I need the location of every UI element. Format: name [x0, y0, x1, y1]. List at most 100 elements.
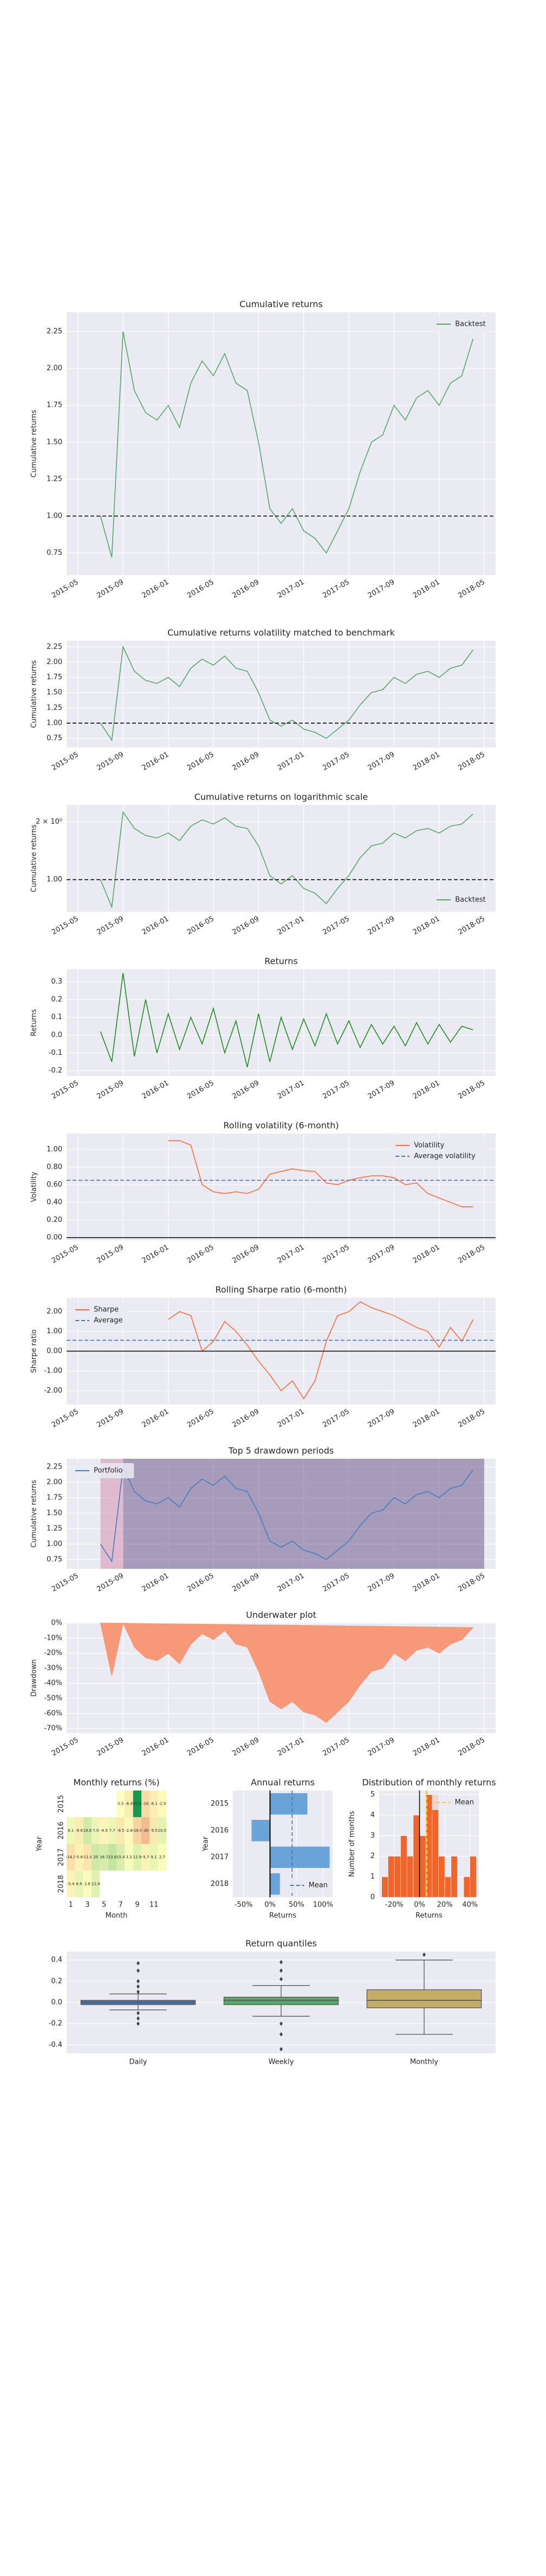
y-tick-label: 0.00	[47, 1347, 62, 1355]
y-tick-label: 0.3	[51, 977, 62, 986]
box	[366, 1989, 482, 2008]
x-tick-label: 2017-01	[276, 751, 306, 772]
y-tick-label: 0.2	[51, 1977, 62, 1985]
x-tick-label: 2016-09	[231, 915, 261, 937]
heatmap-cell	[108, 1817, 116, 1844]
y-tick-label: 1.50	[47, 438, 62, 446]
x-tick-label: 2017-09	[367, 1736, 396, 1758]
heatmap-cell	[150, 1791, 158, 1818]
histogram-bar	[394, 1856, 401, 1898]
x-tick-label: 2015-05	[50, 578, 80, 600]
histogram-bar	[419, 1836, 426, 1898]
legend-frame	[71, 1463, 134, 1478]
heatmap-cell	[133, 1817, 141, 1844]
histogram-bar	[470, 1856, 477, 1898]
y-tick-label: 0.20	[47, 1216, 62, 1224]
y-tick-label: -0.4	[49, 2041, 62, 2049]
line	[100, 1465, 473, 1563]
cell-label: -16	[142, 1802, 149, 1806]
legend-label: Backtest	[455, 896, 486, 904]
y-tick-label: 0.0	[51, 1999, 62, 2007]
x-tick-label: 2018-01	[412, 915, 441, 937]
heatmap-cell	[158, 1844, 166, 1871]
x-tick-label: 2016-09	[231, 1244, 261, 1265]
x-tick-label: 2015-09	[95, 915, 125, 937]
histogram-bar	[413, 1815, 420, 1898]
plot-background	[67, 312, 496, 575]
x-tick-label: 2015-09	[95, 1079, 125, 1101]
y-tick-label: -0.2	[49, 2020, 62, 2028]
cell-label: 10.5	[158, 1828, 167, 1833]
heatmap-cell	[133, 1844, 141, 1871]
heatmap-cell	[133, 1791, 141, 1818]
x-tick-label: 2017-01	[276, 915, 306, 937]
x-tick-label: Monthly	[410, 2058, 438, 2066]
y-tick-label: -50%	[44, 1695, 62, 1703]
y-tick-label: 1.00	[47, 1540, 62, 1548]
legend-frame	[432, 317, 491, 332]
x-tick-label: 2018-05	[457, 915, 486, 937]
x-tick-label: 0%	[414, 1901, 425, 1909]
x-tick-label: 2018-01	[412, 1079, 441, 1101]
x-tick-label: 2018-01	[412, 1572, 441, 1594]
chart-title: Cumulative returns volatility matched to…	[167, 628, 395, 638]
outlier	[136, 2016, 140, 2021]
y-tick-label: 2018	[57, 1875, 66, 1893]
heatmap-cell	[116, 1791, 125, 1818]
histogram-bar	[432, 1794, 439, 1898]
chart-title: Cumulative returns	[239, 299, 323, 310]
x-tick-label: 2015-09	[95, 1736, 125, 1758]
y-axis-label: Sharpe ratio	[30, 1329, 38, 1373]
x-tick-label: 2016-01	[141, 1079, 171, 1101]
heatmap-cell	[100, 1844, 108, 1871]
y-tick-label: 4	[370, 1811, 375, 1819]
y-tick-label: 0	[370, 1894, 375, 1902]
x-tick-label: 2018-05	[457, 1572, 486, 1594]
heatmap-cell	[75, 1844, 83, 1871]
cell-label: -5.4	[67, 1882, 75, 1886]
x-tick-label: -20%	[385, 1901, 404, 1909]
y-axis-label: Drawdown	[30, 1659, 38, 1697]
cell-label: 3.2	[126, 1855, 132, 1859]
x-tick-label: 2017-09	[367, 1079, 396, 1101]
x-tick-label: 2017-09	[367, 915, 396, 937]
x-tick-label: 2018-01	[412, 1244, 441, 1265]
heatmap-cell	[100, 1817, 108, 1844]
cell-label: 7.9	[93, 1828, 99, 1833]
x-tick-label: 2015-05	[50, 1736, 80, 1758]
x-tick-label: 2016-05	[186, 1572, 216, 1594]
x-tick-label: 2016-01	[141, 1736, 171, 1758]
x-tick-label: 2017-05	[321, 1244, 351, 1265]
line	[100, 810, 473, 909]
x-tick-label: 2016-09	[231, 751, 261, 772]
x-tick-label: 2018-01	[412, 578, 441, 600]
outlier	[280, 2047, 283, 2052]
cell-label: 16.7	[100, 1855, 108, 1859]
y-tick-label: 1.75	[47, 1493, 62, 1502]
cell-label: 12.8	[92, 1882, 100, 1886]
heatmap-cell	[158, 1791, 166, 1818]
y-axis-label: Year	[36, 1836, 44, 1852]
chart-title: Rolling volatility (6-month)	[223, 1120, 339, 1131]
y-tick-label: 1.00	[47, 1328, 62, 1336]
chart-title: Returns	[264, 956, 297, 967]
heatmap-cell	[67, 1817, 75, 1844]
y-tick-label: 2016	[211, 1826, 229, 1834]
cell-label: -18.9	[132, 1828, 142, 1833]
plot-background	[67, 805, 496, 912]
heatmap-cell	[92, 1870, 100, 1897]
y-tick-label: 3	[370, 1832, 375, 1840]
x-tick-label: 2017-01	[276, 1408, 306, 1429]
x-tick-label: 2016-01	[141, 1408, 171, 1429]
bar	[270, 1873, 280, 1895]
heatmap-cell	[83, 1817, 92, 1844]
x-tick-label: 2016-01	[141, 915, 171, 937]
y-tick-label: 0.60	[47, 1181, 62, 1189]
bar	[270, 1846, 330, 1868]
cell-label: -2.9	[158, 1802, 166, 1806]
heatmap-cell	[75, 1870, 83, 1897]
x-tick-label: 2016-09	[231, 1572, 261, 1594]
cell-label: -30	[142, 1828, 148, 1833]
legend-label: Mean	[455, 1799, 474, 1807]
